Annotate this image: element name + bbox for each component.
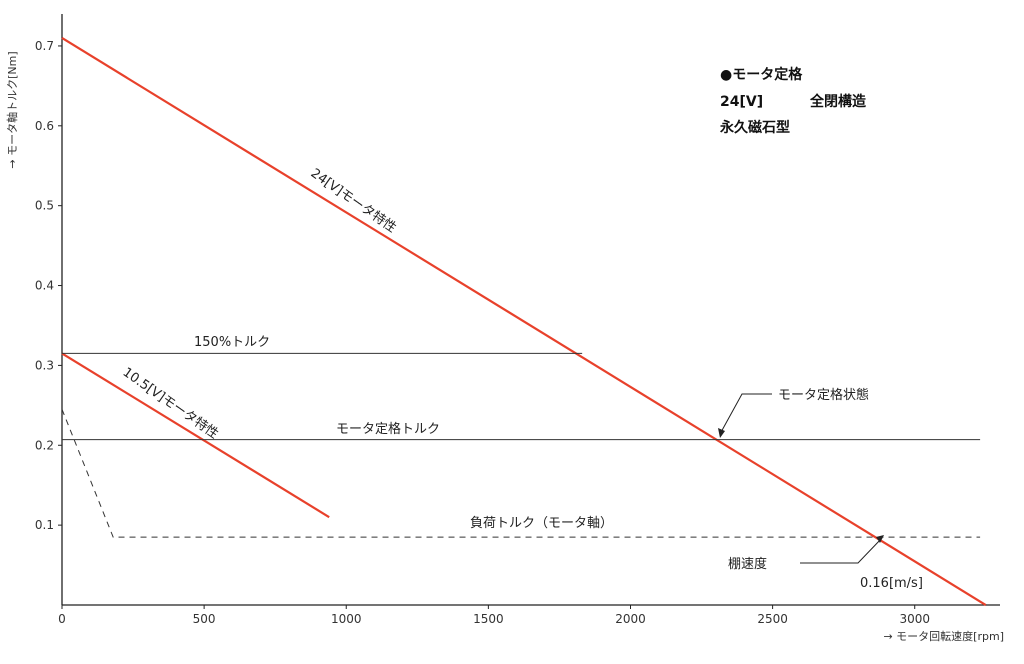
shelf-speed-label: 棚速度 <box>728 556 767 572</box>
spec-enclosure: 全閉構造 <box>809 93 866 110</box>
y-tick-label: 0.5 <box>35 199 54 213</box>
series-label-load-torque: 負荷トルク（モータ軸） <box>470 516 613 531</box>
y-tick-label: 0.7 <box>35 39 54 53</box>
shelf-speed-arrowhead <box>876 535 884 543</box>
rated-state-arrowhead <box>718 428 725 438</box>
series-load-torque-line <box>61 409 981 538</box>
x-tick-label: 1000 <box>331 612 362 626</box>
x-tick-label: 1500 <box>473 612 504 626</box>
y-tick-label: 0.6 <box>35 119 54 133</box>
series-label-rated-torque: モータ定格トルク <box>336 421 440 437</box>
series-label-10v: 10.5[V]モータ特性 <box>120 365 221 442</box>
rated-state-label: モータ定格状態 <box>778 387 869 403</box>
series-label-150pct: 150%トルク <box>194 335 270 350</box>
speed-value-label: 0.16[m/s] <box>860 576 923 591</box>
y-tick-label: 0.3 <box>35 358 54 372</box>
shelf-speed-leader <box>800 537 883 564</box>
series-10v-motor-line <box>61 352 330 519</box>
series-label-24v: 24[V]モータ特性 <box>308 166 399 236</box>
spec-magnet-type: 永久磁石型 <box>719 119 790 136</box>
x-tick-label: 2500 <box>757 612 788 626</box>
y-tick-label: 0.2 <box>35 438 54 452</box>
spec-title: ●モータ定格 <box>720 66 803 83</box>
x-tick-label: 2000 <box>615 612 646 626</box>
series-24v-motor-line <box>61 37 987 606</box>
x-axis-label: → モータ回転速度[rpm] <box>883 629 1004 643</box>
y-axis-label: → モータ軸トルク[Nm] <box>5 51 19 168</box>
x-tick-label: 0 <box>58 612 66 626</box>
y-tick-label: 0.4 <box>35 279 54 293</box>
x-tick-label: 500 <box>193 612 216 626</box>
y-tick-label: 0.1 <box>35 518 54 532</box>
rated-state-leader <box>719 393 772 435</box>
x-tick-label: 3000 <box>899 612 930 626</box>
spec-voltage: 24[V] <box>720 94 763 110</box>
